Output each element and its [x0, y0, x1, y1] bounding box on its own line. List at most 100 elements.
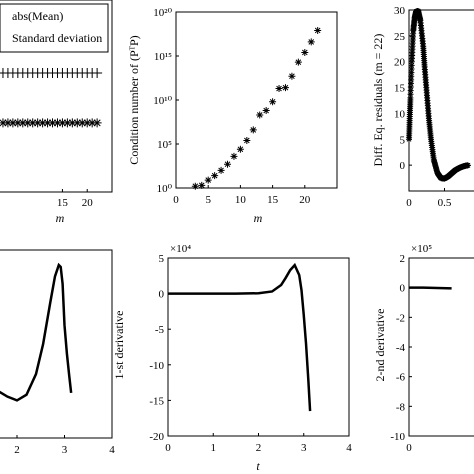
y-axis-label: Diff. Eq. residuals (m = 22): [371, 34, 385, 167]
x-tick-label: 4: [346, 442, 352, 454]
data-point: [0, 118, 8, 128]
data-point: [198, 181, 206, 189]
data-point: [33, 118, 43, 128]
x-tick-label: 20: [82, 197, 94, 209]
data-point: [77, 118, 87, 128]
data-point: [407, 91, 414, 98]
x-tick-label: 20: [299, 194, 311, 206]
data-point: [243, 136, 251, 144]
x-tick-label: 4: [109, 444, 115, 456]
data-point: [409, 52, 416, 59]
y-tick-label: 10⁰: [157, 183, 173, 195]
data-point: [409, 33, 416, 40]
y-tick-label: 0: [159, 289, 165, 301]
data-point: [72, 118, 82, 128]
y-tick-label: 10: [394, 108, 406, 120]
y-multiplier: ×10⁴: [170, 243, 191, 255]
panel-mean-std: 15 20 m abs(Mean) Standard deviation: [0, 0, 113, 225]
x-tick-label: 15: [57, 197, 69, 209]
y-tick-label: -10: [149, 360, 164, 372]
data-point: [57, 118, 67, 128]
data-point: [464, 162, 471, 169]
data-point: [18, 118, 28, 128]
data-point: [211, 172, 219, 180]
y-tick-label: 10¹⁰: [153, 95, 172, 107]
x-tick-label: 0: [406, 197, 412, 209]
data-point: [275, 85, 283, 93]
y-tick-label: -4: [396, 342, 406, 354]
data-point: [407, 84, 414, 91]
y-tick-label: -15: [149, 395, 164, 407]
legend-entry-mean: abs(Mean): [12, 9, 63, 23]
y-tick-label: 20: [394, 57, 406, 69]
data-point: [92, 67, 103, 78]
series-line: [0, 262, 73, 402]
data-point: [262, 107, 270, 115]
data-point: [43, 118, 53, 128]
data-point: [409, 40, 416, 47]
data-point: [409, 36, 416, 43]
data-point: [409, 49, 416, 56]
data-point: [191, 182, 199, 190]
data-point: [217, 166, 225, 174]
x-tick-label: 0.5: [438, 197, 452, 209]
data-point: [52, 118, 62, 128]
y-tick-label: 2: [400, 253, 406, 265]
data-point: [407, 80, 414, 87]
data-point: [407, 87, 414, 94]
axes-frame: [0, 0, 113, 193]
y-tick-label: -10: [390, 431, 405, 443]
data-point: [82, 118, 92, 128]
data-point: [408, 76, 415, 83]
x-axis-label: m: [56, 211, 65, 225]
x-tick-label: 15: [267, 194, 279, 206]
x-tick-label: 0: [165, 442, 171, 454]
x-tick-label: 3: [301, 442, 307, 454]
axes-frame: [175, 11, 338, 189]
data-point: [408, 55, 415, 62]
data-point: [67, 118, 77, 128]
data-point: [28, 118, 38, 128]
data-point: [408, 65, 415, 72]
data-point: [236, 145, 244, 153]
y-tick-label: 5: [400, 134, 406, 146]
axes-frame: [408, 257, 474, 437]
y-axis-label: 2-nd derivative: [373, 309, 387, 382]
y-tick-label: 15: [394, 83, 406, 95]
panel-diff-eq-residuals: 0 0.5 0 5 10 15 20 25 30 Diff. Eq. residuals (m =…: [371, 5, 474, 209]
x-axis-label: t: [256, 459, 260, 473]
data-point: [301, 48, 309, 56]
y-tick-label: -8: [396, 401, 406, 413]
y-tick-label: -20: [149, 431, 164, 443]
panel-solution: 2 3 4: [0, 249, 115, 456]
x-tick-label: 10: [235, 194, 247, 206]
y-tick-label: 5: [159, 253, 165, 265]
y-tick-label: 0: [400, 283, 406, 295]
data-point: [409, 43, 416, 50]
y-tick-label: -5: [155, 324, 165, 336]
data-point: [407, 94, 414, 101]
y-tick-label: -2: [396, 312, 405, 324]
data-point: [204, 176, 212, 184]
data-point: [314, 26, 322, 34]
data-point: [87, 118, 97, 128]
axes-frame: [0, 249, 113, 439]
data-point: [409, 46, 416, 53]
data-point: [408, 62, 415, 69]
data-point: [294, 58, 302, 66]
y-tick-label: 10¹⁵: [154, 51, 172, 63]
x-tick-label: 5: [205, 194, 211, 206]
x-tick-label: 0: [406, 442, 412, 454]
data-point: [410, 30, 417, 37]
x-tick-label: 3: [62, 444, 68, 456]
legend-entry-std: Standard deviation: [12, 31, 102, 45]
data-point: [408, 69, 415, 76]
panel-condition-number: 0 5 10 15 20 10⁰ 10⁵ 10¹⁰ 10¹⁵ 10²⁰ m Condition num…: [127, 7, 338, 225]
y-axis-label: 1-st derivative: [112, 311, 126, 380]
axes-frame: [167, 257, 350, 437]
y-tick-label: 25: [394, 31, 406, 43]
x-axis-label: m: [254, 211, 263, 225]
data-point: [13, 118, 23, 128]
